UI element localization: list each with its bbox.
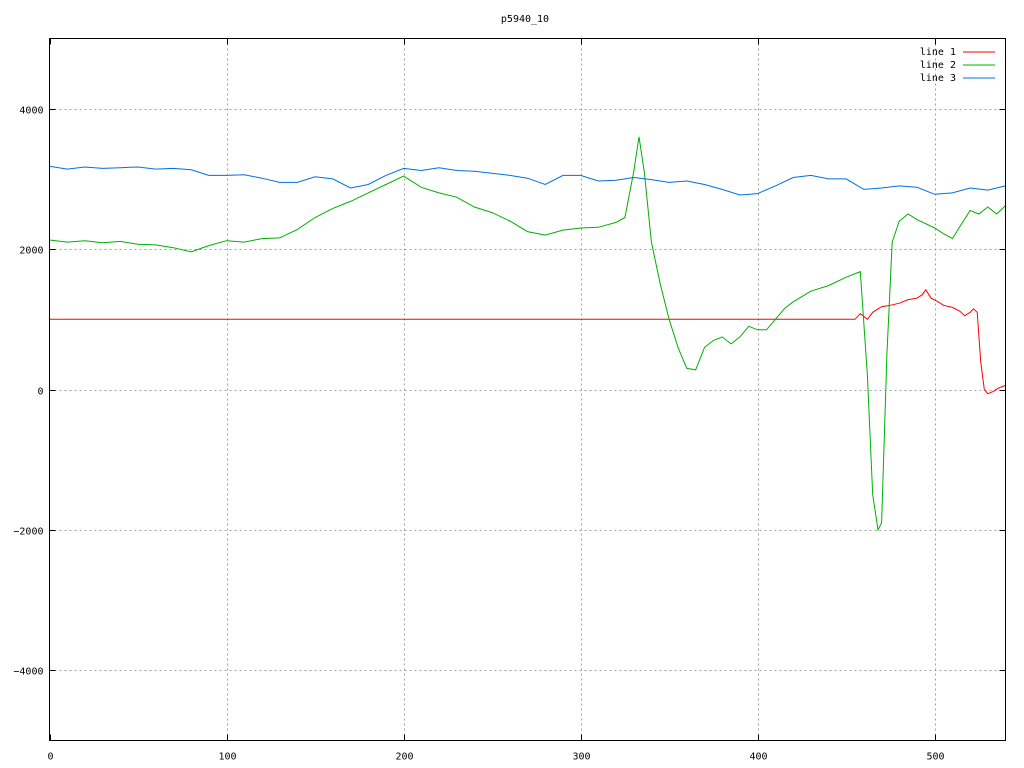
series-lines (49, 136, 1006, 532)
legend-label: line 3 (920, 73, 956, 84)
y-tick-label: −2000 (13, 527, 43, 538)
series-line-2 (49, 136, 1006, 532)
x-tick-label: 300 (572, 752, 590, 763)
x-tick-label: 400 (749, 752, 767, 763)
legend-label: line 2 (920, 60, 956, 71)
x-tick-label: 500 (926, 752, 944, 763)
tick-labels: 0 100 200 300 400 500 −4000 −2000 0 2000 4000 (13, 106, 944, 763)
y-tick-label: 4000 (19, 106, 43, 117)
x-tick-label: 100 (218, 752, 236, 763)
grid-lines (49, 38, 1006, 741)
y-tick-label: −4000 (13, 667, 43, 678)
y-tick-label: 0 (37, 387, 43, 398)
plot-frame (49, 38, 1006, 741)
series-line-1 (49, 288, 1006, 395)
chart-title: p5940_10 (501, 14, 549, 25)
x-tick-label: 200 (395, 752, 413, 763)
x-tick-label: 0 (47, 752, 53, 763)
axis-ticks (49, 38, 1006, 741)
series-line-3 (49, 165, 1006, 196)
y-tick-label: 2000 (19, 246, 43, 257)
legend: line 1 line 2 line 3 (920, 47, 995, 84)
legend-label: line 1 (920, 47, 956, 58)
